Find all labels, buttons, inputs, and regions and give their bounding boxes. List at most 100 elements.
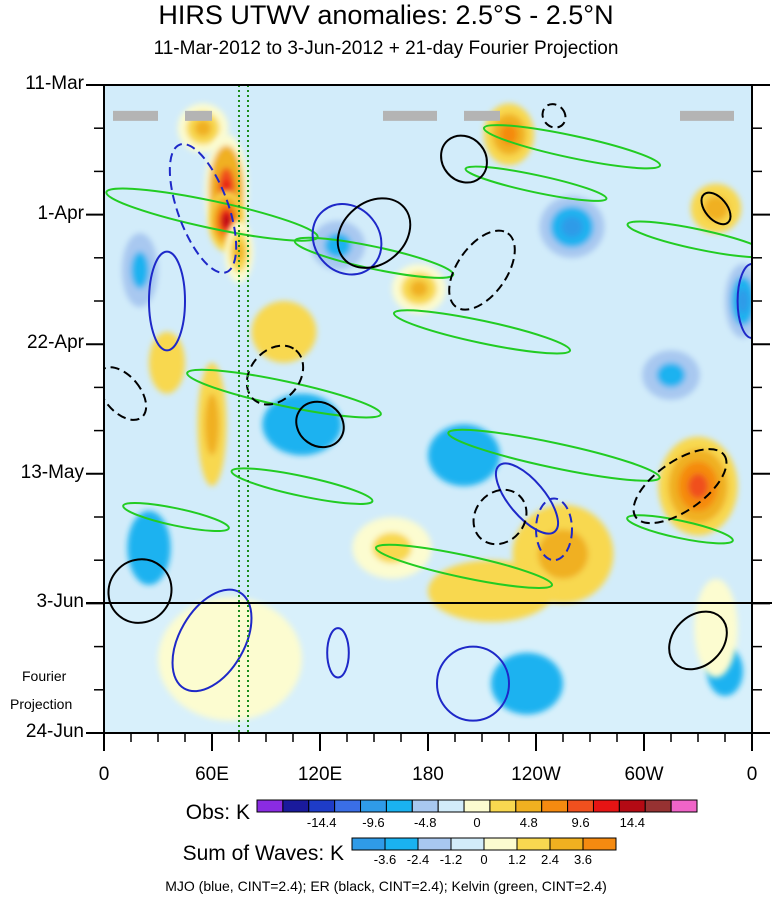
obs-colorbar-label: Obs: K bbox=[185, 801, 250, 824]
x-tick-label-1: 60E bbox=[195, 764, 229, 785]
obs-colorbar-swatch-12 bbox=[567, 799, 594, 813]
obs-colorbar-swatch-2 bbox=[308, 799, 336, 813]
missing-data-bar-4 bbox=[680, 110, 734, 121]
wave-contours bbox=[104, 103, 752, 722]
er-contour-4 bbox=[448, 229, 516, 311]
projection-label-line-2: Projection bbox=[10, 696, 73, 712]
waves-colorbar-swatch-1 bbox=[384, 837, 419, 851]
er-contour-2 bbox=[336, 197, 412, 269]
obs-colorbar-swatch-9 bbox=[489, 799, 517, 813]
kelvin-contour-7 bbox=[626, 220, 752, 259]
kelvin-contour-0 bbox=[105, 187, 319, 242]
missing-data-bar-3 bbox=[464, 110, 500, 121]
kelvin-contour-3 bbox=[392, 309, 572, 355]
waves-colorbar-label: Sum of Waves: K bbox=[182, 842, 344, 865]
obs-colorbar-swatch-3 bbox=[334, 799, 362, 813]
obs-colorbar-tick-6: 14.4 bbox=[619, 815, 645, 830]
warm-anomaly-6 bbox=[392, 263, 446, 314]
kelvin-contour-4 bbox=[447, 428, 661, 482]
warm-anomaly-14 bbox=[694, 578, 738, 678]
er-contour-8 bbox=[472, 488, 528, 546]
mjo-contour-4 bbox=[171, 588, 253, 693]
obs-colorbar-swatch-10 bbox=[515, 799, 543, 813]
x-tick-label-0: 0 bbox=[98, 764, 110, 785]
obs-colorbar-swatch-0 bbox=[256, 799, 284, 813]
axes bbox=[86, 84, 770, 751]
obs-colorbar-swatch-15 bbox=[644, 799, 672, 813]
mjo-contour-8 bbox=[326, 627, 350, 679]
waves-colorbar-tick-6: 3.6 bbox=[573, 852, 593, 867]
y-tick-label-0: 11-Mar bbox=[25, 73, 84, 94]
cold-anomaly-1 bbox=[539, 196, 605, 258]
kelvin-contour-8 bbox=[230, 467, 374, 505]
mjo-contour-7 bbox=[535, 497, 573, 562]
warm-anomaly-5 bbox=[149, 331, 185, 394]
kelvin-contour-5 bbox=[374, 543, 554, 590]
x-tick-label-5: 60W bbox=[624, 764, 664, 785]
waves-colorbar-swatch-7 bbox=[582, 837, 617, 851]
cold-anomaly-3 bbox=[725, 263, 752, 339]
colorbars bbox=[256, 799, 698, 851]
er-contour-5 bbox=[668, 610, 728, 671]
warm-anomaly-12 bbox=[428, 560, 554, 622]
kelvin-contour-10 bbox=[464, 165, 608, 202]
er-contour-0 bbox=[245, 344, 305, 406]
warm-anomaly-4 bbox=[197, 362, 227, 487]
warm-anomaly-9 bbox=[690, 183, 742, 234]
waves-colorbar-swatch-3 bbox=[450, 837, 485, 851]
y-tick-label-4: 3-Jun bbox=[36, 591, 84, 613]
obs-colorbar-tick-1: -9.6 bbox=[362, 815, 385, 830]
waves-colorbar-tick-0: -3.6 bbox=[373, 852, 397, 867]
waves-colorbar-swatch-0 bbox=[351, 837, 386, 851]
er-contour-1 bbox=[295, 400, 345, 449]
contour-legend: MJO (blue, CINT=2.4); ER (black, CINT=2.… bbox=[165, 878, 607, 894]
anomaly-field bbox=[104, 103, 752, 733]
cold-anomaly-9 bbox=[262, 393, 342, 456]
kelvin-contour-6 bbox=[482, 124, 662, 170]
missing-data-bar-2 bbox=[383, 110, 437, 121]
obs-colorbar-tick-0: -14.4 bbox=[306, 815, 337, 830]
mjo-contour-2 bbox=[148, 250, 186, 352]
obs-colorbar-swatch-4 bbox=[360, 799, 387, 813]
waves-colorbar-tick-3: 0 bbox=[480, 852, 488, 867]
warm-anomaly-13 bbox=[158, 597, 302, 721]
er-contour-11 bbox=[541, 103, 567, 129]
warm-anomaly-11 bbox=[352, 517, 432, 579]
obs-colorbar-swatch-11 bbox=[541, 799, 569, 813]
projection-label-line-1: Fourier bbox=[22, 668, 67, 684]
missing-data-bar-0 bbox=[113, 110, 158, 121]
warm-anomaly-8 bbox=[658, 436, 738, 536]
missing-data-bars bbox=[113, 110, 734, 121]
waves-colorbar-swatch-6 bbox=[549, 837, 584, 851]
obs-colorbar-tick-4: 4.8 bbox=[519, 815, 538, 830]
missing-data-bar-1 bbox=[185, 110, 212, 121]
waves-colorbar-swatch-4 bbox=[483, 837, 518, 851]
obs-colorbar-swatch-7 bbox=[437, 799, 465, 813]
mjo-contour-3 bbox=[494, 462, 560, 535]
x-tick-label-2: 120E bbox=[297, 764, 343, 785]
er-contour-9 bbox=[104, 366, 148, 421]
cold-anomaly-7 bbox=[491, 652, 563, 715]
kelvin-contour-11 bbox=[122, 501, 230, 533]
warm-anomaly-15 bbox=[251, 301, 317, 363]
cold-anomaly-5 bbox=[428, 424, 500, 487]
er-contour-7 bbox=[632, 448, 728, 525]
obs-colorbar-swatch-5 bbox=[385, 799, 413, 813]
kelvin-contour-1 bbox=[186, 368, 382, 419]
obs-colorbar-swatch-13 bbox=[592, 799, 620, 813]
waves-colorbar-swatch-2 bbox=[417, 837, 452, 851]
er-contour-3 bbox=[440, 134, 488, 184]
waves-colorbar-tick-5: 2.4 bbox=[540, 852, 560, 867]
chart-title: HIRS UTWV anomalies: 2.5°S - 2.5°N bbox=[158, 0, 614, 30]
obs-colorbar-swatch-8 bbox=[463, 799, 491, 813]
obs-colorbar-swatch-1 bbox=[282, 799, 310, 813]
waves-colorbar-tick-4: 1.2 bbox=[507, 852, 527, 867]
y-tick-label-1: 1-Apr bbox=[37, 202, 84, 224]
cold-anomaly-2 bbox=[642, 350, 700, 400]
kelvin-contour-2 bbox=[293, 236, 455, 279]
er-contour-10 bbox=[700, 191, 732, 226]
x-tick-label-6: 0 bbox=[746, 764, 758, 785]
waves-colorbar-tick-2: -1.2 bbox=[439, 852, 463, 867]
